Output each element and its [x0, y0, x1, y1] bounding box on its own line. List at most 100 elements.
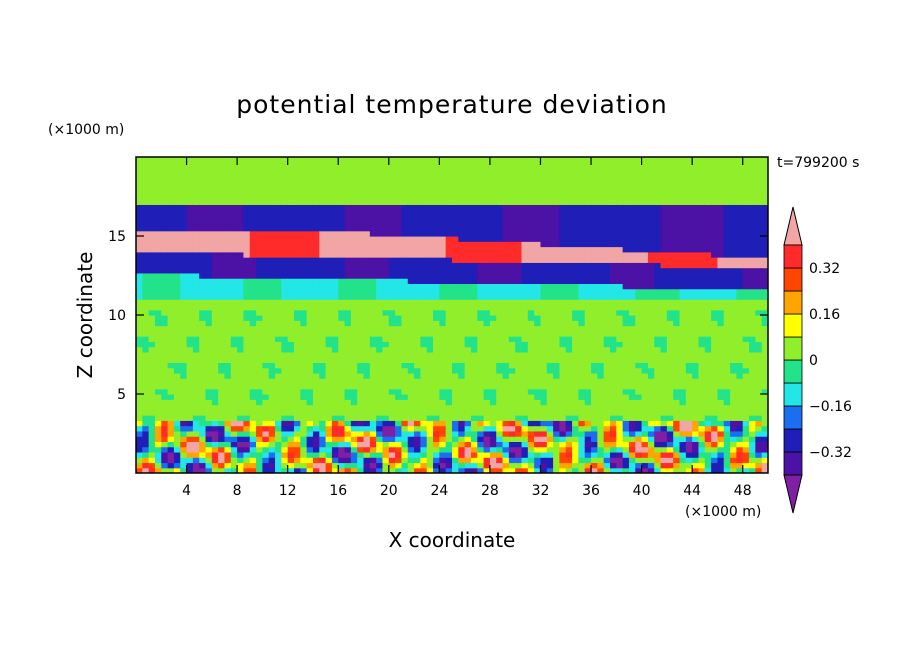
field-cell [553, 220, 561, 227]
field-cell [344, 367, 352, 374]
field-cell [344, 383, 352, 390]
field-cell [287, 394, 295, 400]
field-cell [268, 451, 276, 458]
field-cell [464, 172, 472, 179]
field-cell [395, 241, 403, 248]
field-cell [363, 336, 371, 342]
field-cell [148, 251, 156, 258]
field-cell [572, 351, 579, 358]
field-cell [350, 225, 358, 232]
field-cell [521, 204, 529, 211]
field-cell [388, 457, 396, 464]
field-cell [148, 278, 156, 284]
field-cell [616, 367, 624, 374]
field-cell [502, 425, 510, 432]
field-cell [470, 330, 478, 337]
field-cell [180, 199, 188, 205]
field-cell [350, 251, 358, 258]
field-cell [401, 225, 409, 232]
field-cell [237, 341, 245, 348]
field-cell [395, 388, 403, 395]
field-cell [262, 383, 270, 390]
field-cell [218, 214, 226, 221]
field-cell [407, 383, 415, 390]
field-cell [439, 304, 447, 311]
field-cell [294, 214, 301, 221]
field-cell [395, 341, 403, 348]
field-cell [439, 336, 447, 342]
field-cell [521, 251, 529, 258]
field-cell [622, 162, 630, 169]
field-cell [439, 157, 447, 163]
field-cell [205, 399, 213, 406]
field-cell [578, 320, 586, 327]
field-cell [300, 157, 308, 163]
field-cell [603, 293, 611, 300]
field-cell [230, 415, 238, 421]
field-cell [148, 230, 156, 237]
field-cell [483, 425, 491, 432]
field-cell [553, 420, 561, 427]
field-cell [369, 430, 377, 437]
field-cell [546, 178, 554, 184]
field-cell [433, 193, 440, 200]
field-cell [287, 188, 295, 195]
field-cell [647, 178, 655, 184]
field-cell [597, 399, 605, 406]
field-cell [136, 283, 143, 290]
field-cell [508, 167, 516, 174]
field-cell [445, 346, 453, 353]
field-cell [515, 383, 523, 390]
field-cell [407, 330, 415, 337]
field-cell [578, 341, 586, 348]
field-cell [395, 309, 403, 316]
field-cell [161, 341, 169, 348]
field-cell [616, 220, 624, 227]
field-cell [376, 336, 384, 342]
field-cell [641, 367, 649, 374]
field-cell [161, 225, 169, 232]
field-cell [414, 272, 421, 279]
field-cell [192, 362, 200, 369]
field-cell [281, 167, 289, 174]
field-cell [136, 315, 143, 321]
field-cell [534, 283, 542, 290]
field-cell [622, 225, 630, 232]
field-cell [312, 351, 320, 358]
field-cell [603, 351, 611, 358]
field-cell [584, 272, 592, 279]
field-cell [445, 320, 453, 327]
field-cell [325, 378, 333, 385]
field-cell [224, 441, 232, 448]
field-cell [256, 420, 263, 427]
field-cell [395, 409, 403, 416]
field-cell [502, 236, 510, 242]
field-cell [205, 167, 213, 174]
field-cell [515, 315, 523, 321]
field-cell [603, 262, 611, 269]
field-cell [546, 162, 554, 169]
field-cell [508, 367, 516, 374]
field-cell [161, 309, 169, 316]
field-cell [357, 304, 365, 311]
field-cell [483, 409, 491, 416]
field-cell [205, 357, 213, 363]
field-cell [464, 436, 472, 442]
field-cell [489, 325, 497, 332]
field-cell [483, 304, 491, 311]
field-cell [211, 214, 219, 221]
field-cell [262, 267, 270, 274]
field-cell [426, 230, 434, 237]
field-cell [458, 409, 466, 416]
field-cell [218, 251, 226, 258]
field-cell [363, 436, 371, 442]
field-cell [199, 330, 207, 337]
field-cell [363, 420, 371, 427]
field-cell [344, 388, 352, 395]
field-cell [521, 378, 529, 385]
field-cell [256, 267, 263, 274]
field-cell [350, 320, 358, 327]
field-cell [654, 394, 662, 400]
field-cell [275, 304, 282, 311]
field-cell [641, 372, 649, 379]
